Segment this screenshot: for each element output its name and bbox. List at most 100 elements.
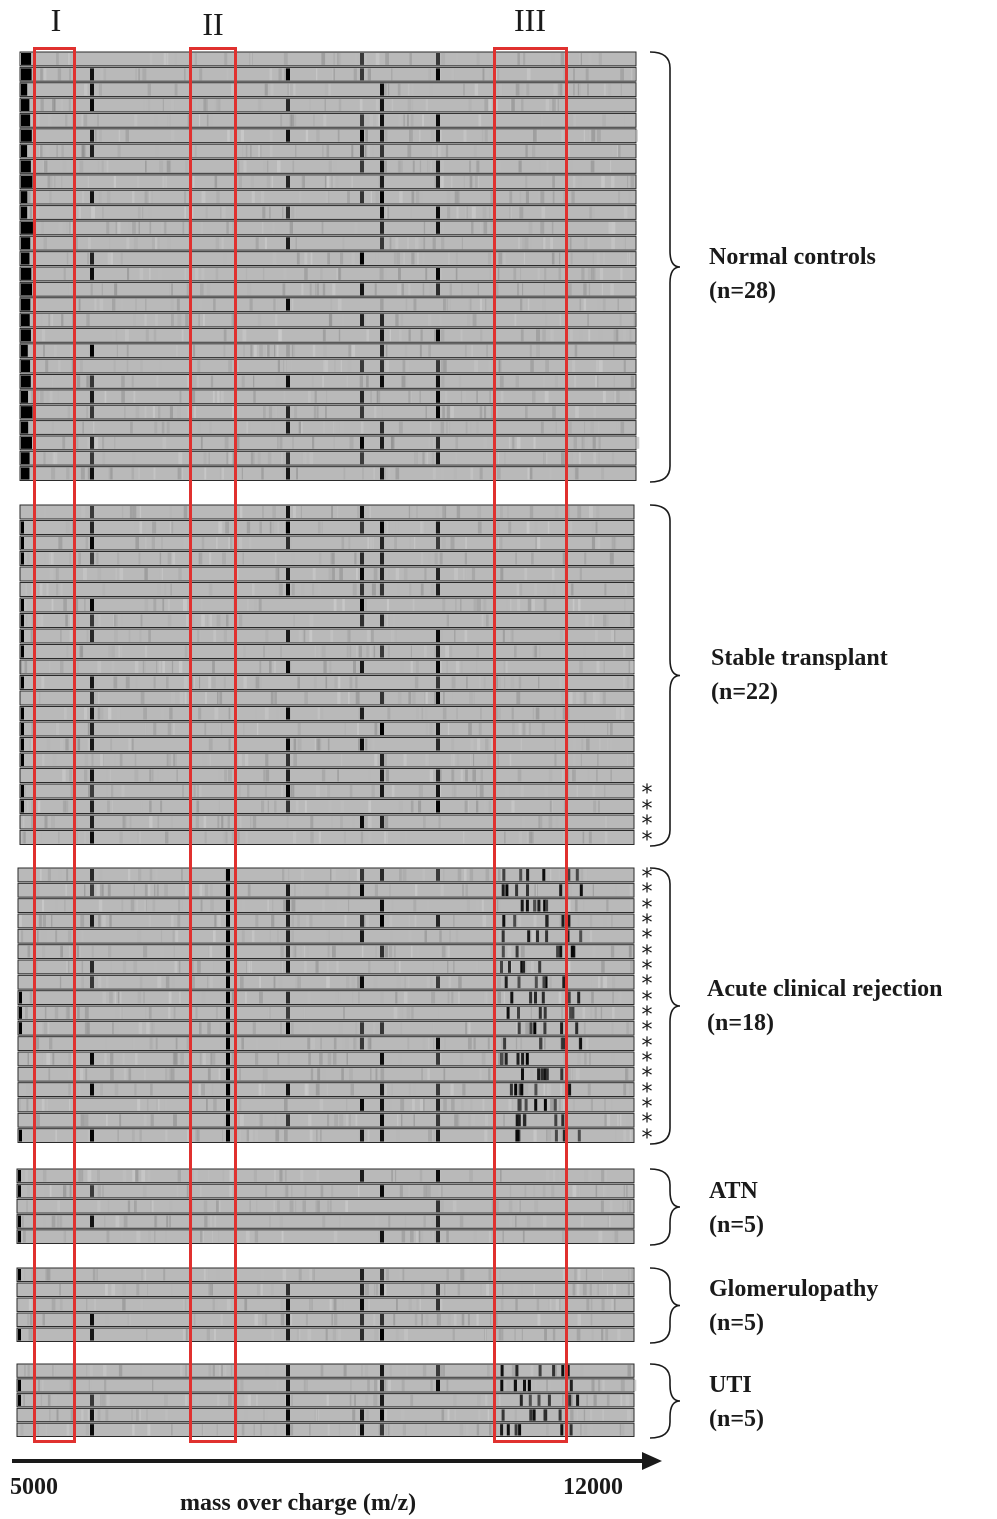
faint-band [610,160,612,173]
faint-band [305,1379,307,1392]
region-iii-band [515,945,519,958]
faint-band [611,237,615,250]
faint-band [591,991,594,1004]
faint-band [573,467,576,480]
region-iii-band [523,1379,526,1392]
faint-band [197,785,199,797]
faint-band [203,1269,206,1281]
faint-band [583,645,586,658]
faint-band [396,976,401,989]
faint-band [247,1394,251,1406]
lane-background [19,566,635,582]
faint-band [451,754,455,766]
faint-band [541,206,546,219]
faint-band [143,945,148,958]
faint-band [53,344,57,357]
faint-band [630,961,634,973]
peak-band [436,800,440,813]
faint-band [597,298,601,311]
faint-band [151,769,154,782]
faint-band [217,816,220,828]
faint-band [201,1083,205,1096]
peak-band [90,800,94,813]
faint-band [217,692,219,704]
gel-lane [19,189,637,205]
faint-band [325,1329,328,1341]
peak-band [360,614,364,627]
faint-band [106,160,109,173]
faint-band [550,237,553,250]
faint-band [55,1129,57,1142]
faint-band [254,344,257,357]
faint-band [272,221,275,234]
faint-band [424,645,427,658]
faint-band [277,521,279,534]
region-iii-band [543,1068,547,1081]
faint-band [467,1037,472,1050]
faint-band [338,99,342,111]
faint-band [59,1284,61,1296]
faint-band [258,1083,262,1096]
faint-band [206,1329,210,1341]
faint-band [453,915,455,927]
faint-band [242,329,247,342]
peak-band [360,930,364,943]
peak-band [90,785,94,797]
faint-band [256,1037,258,1050]
faint-band [261,467,264,480]
faint-band [518,160,522,173]
faint-band [623,1185,625,1197]
faint-band [329,1299,332,1311]
faint-band [586,1299,590,1311]
faint-band [442,599,446,611]
faint-band [498,930,501,943]
faint-band [375,945,377,958]
region-ii-band [226,1083,230,1096]
faint-band [199,1022,202,1035]
faint-band [598,976,601,989]
group-name: Acute clinical rejection [707,976,943,1002]
faint-band [604,831,608,844]
faint-band [217,390,220,403]
peak-band [380,129,384,142]
faint-band [496,676,498,689]
faint-band [256,1394,258,1406]
lane-background [19,205,637,220]
faint-band [561,129,564,142]
left-band [18,1269,21,1281]
faint-band [398,800,403,813]
faint-band [252,1022,256,1035]
faint-band [267,344,270,357]
lane-background [17,1082,635,1097]
faint-band [591,1329,594,1341]
faint-band [331,506,333,518]
left-band [21,375,31,388]
faint-band [42,1314,45,1326]
faint-band [515,552,517,565]
faint-band [603,915,607,927]
faint-band [23,599,27,611]
faint-band [106,1114,108,1127]
faint-band [36,645,39,658]
peak-band [380,1394,384,1406]
faint-band [402,1424,406,1436]
faint-band [603,614,607,627]
faint-band [420,237,423,250]
faint-band [448,976,452,989]
faint-band [470,421,472,434]
faint-band [208,1365,212,1377]
faint-band [213,1053,216,1065]
faint-band [309,1269,312,1281]
faint-band [197,360,201,372]
faint-band [507,945,512,958]
faint-band [540,421,544,434]
faint-band [601,1170,605,1182]
faint-band [537,268,540,280]
faint-band [388,1379,391,1392]
faint-band [338,1329,342,1341]
faint-band [313,114,315,127]
faint-band [322,375,324,388]
left-band [21,145,28,157]
faint-band [113,360,116,372]
faint-band [545,360,549,372]
